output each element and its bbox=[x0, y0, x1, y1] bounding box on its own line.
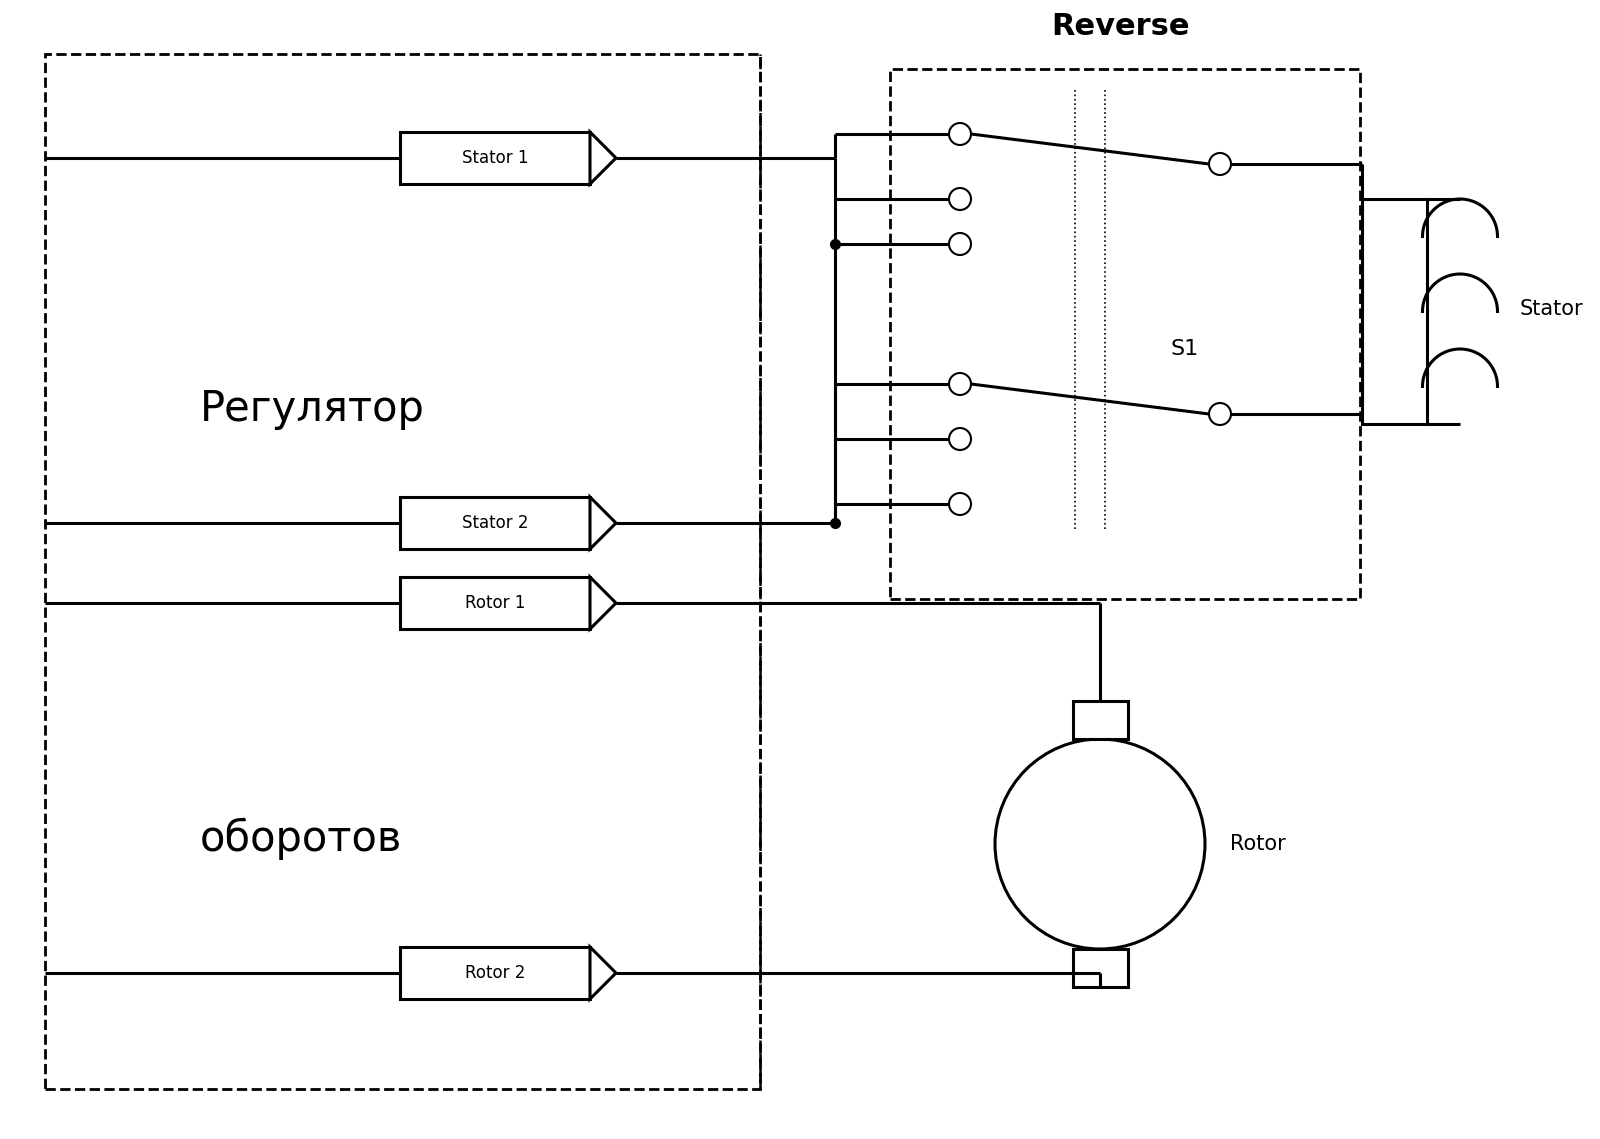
Bar bbox=[400, 947, 590, 999]
Polygon shape bbox=[590, 947, 616, 999]
Bar bbox=[1072, 700, 1128, 739]
Polygon shape bbox=[590, 132, 616, 185]
Polygon shape bbox=[590, 577, 616, 629]
Circle shape bbox=[949, 233, 971, 255]
Bar bbox=[45, 54, 760, 1089]
Text: Stator 2: Stator 2 bbox=[462, 514, 528, 532]
Bar bbox=[400, 497, 590, 549]
Bar bbox=[1072, 949, 1128, 988]
Text: Stator 1: Stator 1 bbox=[462, 149, 528, 167]
Text: Регулятор: Регулятор bbox=[200, 388, 426, 431]
Text: Reverse: Reverse bbox=[1051, 13, 1189, 41]
Circle shape bbox=[949, 493, 971, 515]
Circle shape bbox=[949, 123, 971, 145]
Circle shape bbox=[1210, 403, 1230, 425]
Circle shape bbox=[949, 372, 971, 395]
Bar bbox=[400, 577, 590, 629]
Bar bbox=[400, 132, 590, 185]
Text: S1: S1 bbox=[1171, 339, 1198, 359]
Circle shape bbox=[949, 428, 971, 450]
Circle shape bbox=[995, 739, 1205, 949]
Text: оборотов: оборотов bbox=[200, 818, 402, 860]
Text: Rotor 2: Rotor 2 bbox=[466, 964, 525, 982]
Circle shape bbox=[1210, 153, 1230, 175]
Text: Rotor: Rotor bbox=[1230, 834, 1286, 854]
Polygon shape bbox=[590, 497, 616, 549]
Bar bbox=[1362, 199, 1427, 424]
Circle shape bbox=[949, 188, 971, 210]
Bar bbox=[890, 69, 1360, 599]
Text: Stator: Stator bbox=[1520, 300, 1584, 319]
Text: Rotor 1: Rotor 1 bbox=[466, 595, 525, 612]
